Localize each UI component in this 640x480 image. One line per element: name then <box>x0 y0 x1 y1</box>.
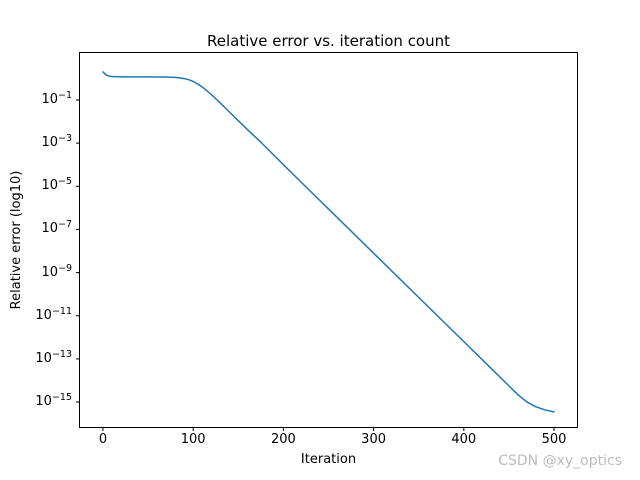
y-tick-label: 10−11 <box>35 305 72 323</box>
x-tick-label: 300 <box>361 432 386 447</box>
plot-area <box>79 52 578 428</box>
x-tick-label: 0 <box>98 432 108 447</box>
chart-title: Relative error vs. iteration count <box>206 32 451 50</box>
x-tick-label: 500 <box>541 432 567 447</box>
y-tick-label: 10−3 <box>41 133 72 151</box>
axis-tick-marks <box>76 99 555 431</box>
x-tick-label: 100 <box>180 432 206 447</box>
y-tick-label: 10−15 <box>35 392 72 410</box>
y-axis-label: Relative error (log10) <box>9 170 24 310</box>
y-tick-label: 10−1 <box>41 89 72 107</box>
watermark: CSDN @xy_optics <box>498 453 622 469</box>
y-tick-label: 10−9 <box>41 262 72 280</box>
y-tick-label: 10−13 <box>35 348 72 366</box>
x-tick-label: 200 <box>270 432 296 447</box>
x-axis-label: Iteration <box>300 452 357 467</box>
y-tick-label: 10−7 <box>41 219 72 237</box>
x-tick-label: 400 <box>451 432 477 447</box>
error-curve <box>102 71 555 413</box>
y-tick-label: 10−5 <box>41 176 72 194</box>
